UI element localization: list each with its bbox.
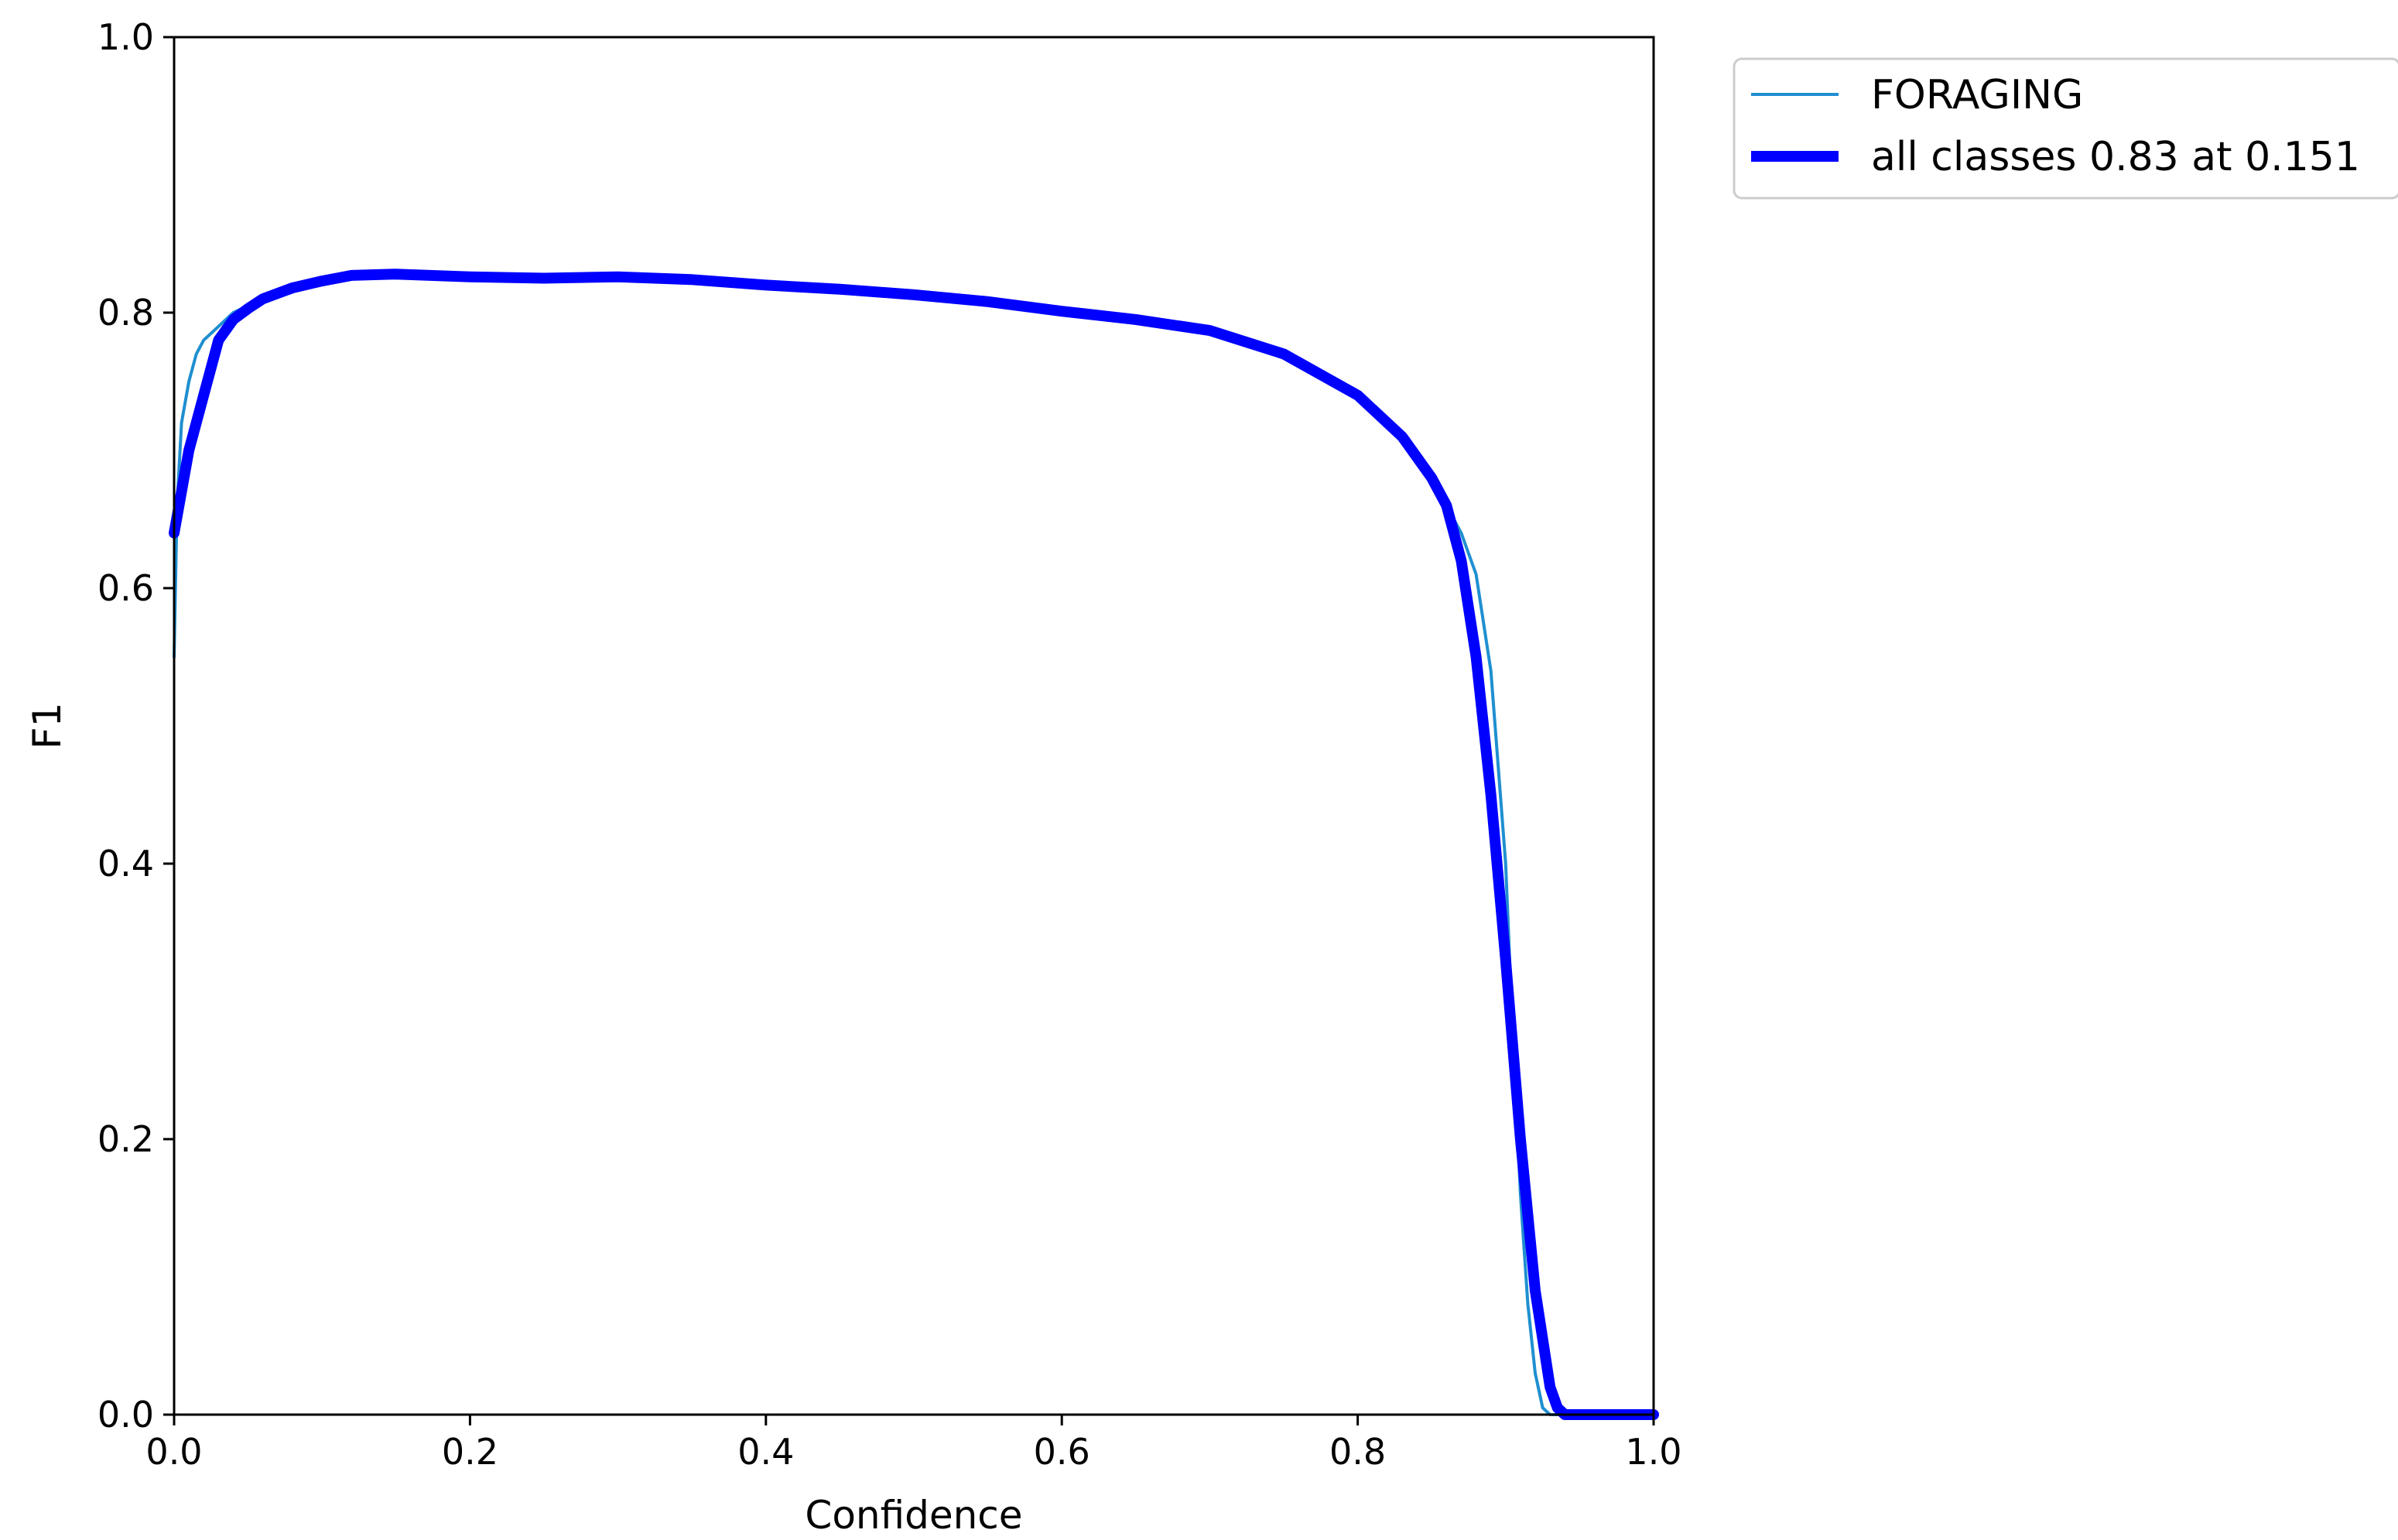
x-tick-label: 0.6 — [1034, 1431, 1090, 1473]
y-tick-label: 0.2 — [97, 1118, 154, 1160]
plot-frame — [173, 36, 1655, 1416]
x-axis-label: Confidence — [805, 1493, 1022, 1538]
plot-area — [174, 37, 1654, 1415]
y-tick-label: 0.4 — [97, 843, 154, 885]
series-layer — [169, 269, 1659, 1420]
legend-label-foraging: FORAGING — [1871, 72, 2083, 118]
y-tick-label: 0.0 — [97, 1394, 154, 1436]
legend-box — [1733, 57, 2398, 200]
y-tick-label: 0.6 — [97, 567, 154, 609]
x-tick-label: 0.8 — [1329, 1431, 1386, 1473]
y-axis: 0.0 0.2 0.4 0.6 0.8 1.0 — [97, 16, 174, 1436]
y-tick-label: 1.0 — [97, 16, 154, 58]
x-tick-label: 0.4 — [737, 1431, 794, 1473]
legend: FORAGING all classes 0.83 at 0.151 — [1733, 57, 2398, 200]
x-tick-label: 1.0 — [1625, 1431, 1681, 1473]
x-tick-label: 0.0 — [145, 1431, 202, 1473]
x-axis: 0.0 0.2 0.4 0.6 0.8 1.0 — [145, 1415, 1682, 1473]
x-tick-label: 0.2 — [442, 1431, 498, 1473]
y-axis-label: F1 — [25, 703, 70, 750]
series-line-all-classes — [169, 269, 1659, 1420]
legend-label-all-classes: all classes 0.83 at 0.151 — [1871, 134, 2360, 180]
y-tick-label: 0.8 — [97, 292, 154, 334]
